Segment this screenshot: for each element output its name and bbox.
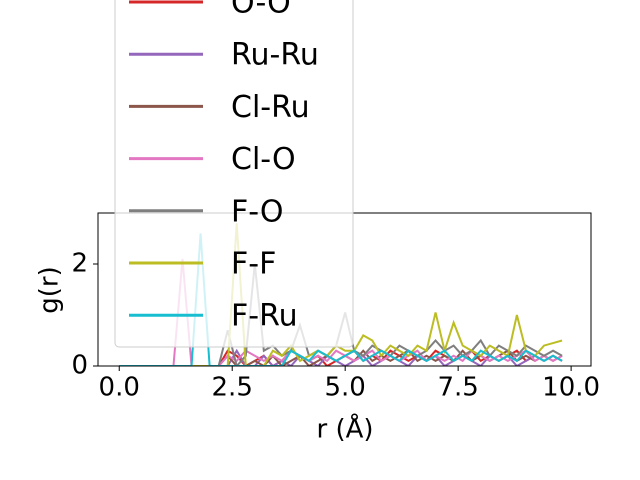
- legend-label: F-Ru: [231, 299, 298, 334]
- legend-label: F-O: [231, 194, 284, 229]
- legend-box: [114, 0, 354, 348]
- y-axis-label: g(r): [35, 266, 65, 313]
- legend-label: O-O: [231, 0, 291, 21]
- series-line: [119, 258, 563, 366]
- x-tick-label: 7.5: [437, 373, 478, 403]
- legend: O-O Ru-Ru Cl-Ru Cl-O F-O F-F F-Ru: [114, 0, 354, 348]
- series-line: [119, 348, 563, 366]
- legend-label: Cl-O: [231, 142, 296, 177]
- y-tick-label: 0: [71, 351, 88, 381]
- y-tick-label: 2: [71, 249, 88, 279]
- x-tick-label: 10.0: [542, 373, 600, 403]
- x-tick-label: 2.5: [212, 373, 253, 403]
- x-tick-label: 0.0: [99, 373, 140, 403]
- legend-label: F-F: [231, 247, 276, 282]
- series-line: [119, 223, 563, 366]
- x-axis-label: r (Å): [316, 413, 373, 445]
- legend-label: Cl-Ru: [231, 90, 310, 125]
- legend-label: Ru-Ru: [231, 38, 319, 73]
- x-tick-label: 5.0: [324, 373, 365, 403]
- ticks: 0.0 2.5 5.0 7.5 10.0 0 2: [71, 249, 600, 403]
